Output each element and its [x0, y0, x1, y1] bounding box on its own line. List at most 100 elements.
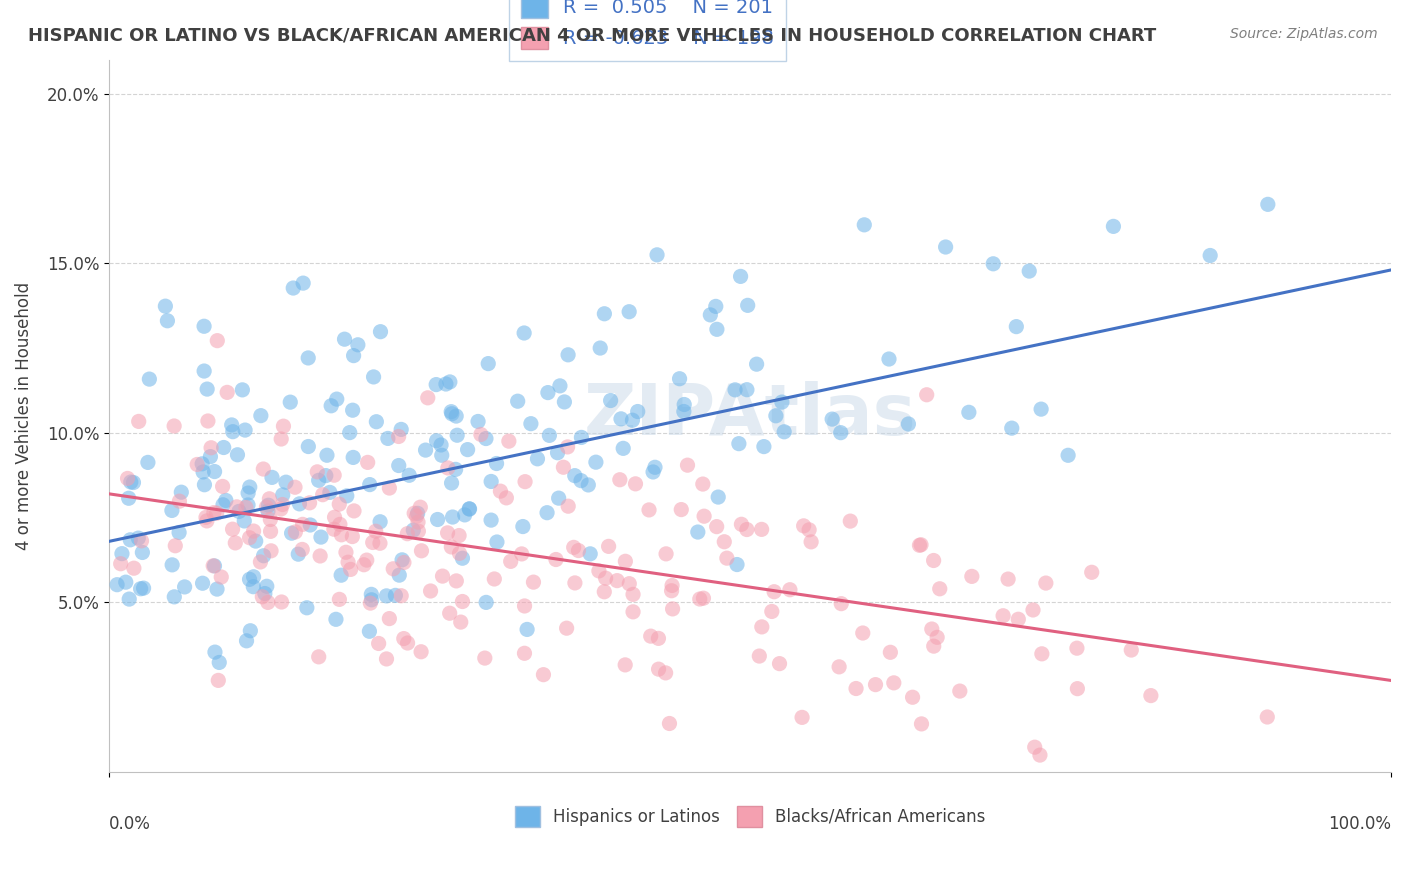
Point	[520, 417, 543, 431]
Point	[498, 434, 520, 449]
Point	[1007, 612, 1029, 626]
Point	[270, 502, 292, 516]
Point	[160, 558, 183, 572]
Point	[163, 419, 186, 434]
Point	[1035, 576, 1057, 591]
Point	[593, 307, 616, 321]
Point	[242, 570, 264, 584]
Point	[259, 512, 281, 526]
Point	[1257, 197, 1279, 211]
Point	[280, 526, 302, 541]
Point	[676, 458, 699, 472]
Point	[118, 491, 141, 506]
Point	[693, 509, 716, 524]
Point	[1102, 219, 1125, 234]
Text: Source: ZipAtlas.com: Source: ZipAtlas.com	[1230, 27, 1378, 41]
Point	[430, 448, 453, 462]
Point	[118, 592, 141, 607]
Point	[557, 348, 579, 362]
Point	[260, 470, 283, 484]
Point	[105, 577, 128, 591]
Point	[391, 553, 413, 567]
Point	[644, 460, 666, 475]
Point	[131, 545, 153, 559]
Point	[745, 357, 768, 371]
Point	[367, 636, 389, 650]
Point	[458, 501, 481, 516]
Point	[328, 497, 350, 511]
Point	[257, 498, 280, 512]
Point	[949, 684, 972, 698]
Point	[751, 522, 773, 536]
Point	[356, 553, 378, 567]
Point	[724, 383, 747, 397]
Point	[897, 417, 920, 431]
Point	[270, 432, 292, 446]
Point	[571, 430, 593, 444]
Point	[1031, 647, 1053, 661]
Point	[457, 442, 479, 457]
Point	[537, 385, 560, 400]
Point	[274, 475, 297, 490]
Point	[612, 442, 634, 456]
Point	[202, 558, 225, 573]
Point	[737, 298, 759, 312]
Point	[1199, 248, 1222, 262]
Point	[205, 582, 228, 596]
Point	[173, 580, 195, 594]
Point	[120, 475, 142, 489]
Point	[375, 589, 398, 603]
Point	[484, 572, 506, 586]
Point	[699, 308, 721, 322]
Point	[204, 558, 226, 573]
Point	[752, 440, 775, 454]
Point	[426, 512, 449, 526]
Point	[485, 535, 508, 549]
Point	[215, 493, 238, 508]
Point	[127, 531, 149, 545]
Point	[337, 555, 360, 569]
Point	[446, 574, 468, 588]
Point	[915, 388, 938, 402]
Point	[606, 574, 628, 588]
Point	[392, 632, 415, 646]
Point	[366, 415, 388, 429]
Point	[242, 524, 264, 538]
Point	[378, 611, 401, 625]
Point	[593, 584, 616, 599]
Point	[209, 570, 232, 584]
Point	[204, 645, 226, 659]
Point	[533, 667, 555, 681]
Point	[316, 448, 339, 462]
Point	[793, 519, 815, 533]
Point	[323, 510, 346, 524]
Point	[191, 457, 214, 471]
Point	[1024, 740, 1046, 755]
Point	[363, 370, 385, 384]
Point	[111, 547, 134, 561]
Point	[770, 395, 793, 409]
Point	[1005, 319, 1028, 334]
Point	[388, 568, 411, 582]
Point	[432, 569, 454, 583]
Point	[235, 633, 257, 648]
Point	[658, 716, 681, 731]
Point	[589, 341, 612, 355]
Point	[288, 497, 311, 511]
Point	[359, 596, 381, 610]
Point	[564, 468, 586, 483]
Point	[845, 681, 868, 696]
Point	[129, 582, 152, 596]
Point	[444, 409, 467, 423]
Point	[479, 475, 502, 489]
Point	[117, 471, 139, 485]
Point	[828, 660, 851, 674]
Point	[761, 604, 783, 618]
Point	[389, 422, 412, 436]
Point	[163, 590, 186, 604]
Point	[191, 465, 214, 479]
Point	[467, 414, 489, 428]
Point	[299, 518, 322, 533]
Point	[156, 314, 179, 328]
Point	[922, 553, 945, 567]
